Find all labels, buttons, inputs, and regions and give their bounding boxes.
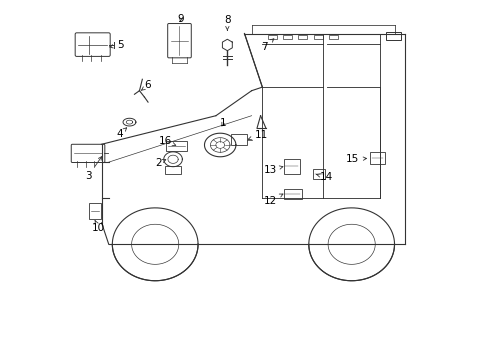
Bar [89, 203, 101, 219]
Text: 1: 1 [220, 118, 226, 128]
Bar [385, 32, 400, 40]
Bar [313, 35, 322, 39]
Text: 4: 4 [116, 128, 126, 139]
Text: 8: 8 [224, 15, 230, 31]
Bar [283, 159, 299, 174]
Bar [369, 152, 384, 164]
Bar [328, 35, 337, 39]
Text: 12: 12 [263, 194, 283, 206]
Bar [165, 166, 181, 174]
Text: 16: 16 [159, 136, 175, 147]
Text: 5: 5 [109, 40, 123, 50]
Bar [267, 35, 276, 39]
FancyBboxPatch shape [71, 144, 104, 162]
Text: 7: 7 [260, 39, 273, 52]
Text: 6: 6 [142, 80, 151, 90]
Text: 9: 9 [177, 14, 184, 23]
Bar [283, 35, 291, 39]
Bar [230, 134, 247, 145]
FancyBboxPatch shape [167, 23, 191, 58]
Text: 2: 2 [155, 158, 165, 168]
Text: 10: 10 [92, 220, 105, 233]
Bar [312, 169, 325, 179]
Bar [165, 141, 186, 151]
Text: 3: 3 [84, 157, 102, 181]
Text: 11: 11 [248, 130, 267, 140]
Text: 15: 15 [346, 154, 366, 164]
FancyBboxPatch shape [75, 33, 110, 57]
Text: 13: 13 [263, 165, 283, 175]
Bar [298, 35, 307, 39]
Bar [283, 189, 301, 199]
Text: 14: 14 [316, 172, 332, 182]
